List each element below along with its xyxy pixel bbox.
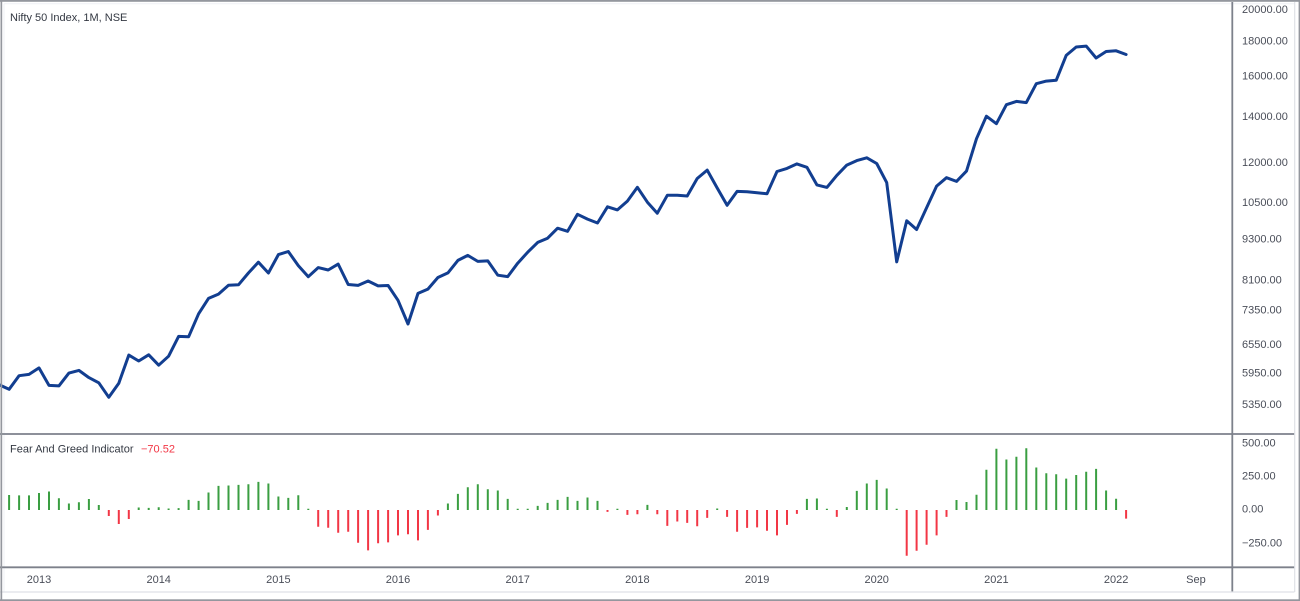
svg-text:2018: 2018 (625, 574, 649, 586)
svg-text:2016: 2016 (386, 574, 410, 586)
svg-text:0.00: 0.00 (1242, 504, 1263, 516)
svg-text:16000.00: 16000.00 (1242, 71, 1288, 83)
svg-text:Nifty 50 Index, 1M, NSE: Nifty 50 Index, 1M, NSE (10, 12, 127, 24)
svg-text:2013: 2013 (27, 574, 51, 586)
svg-text:12000.00: 12000.00 (1242, 157, 1288, 169)
svg-text:Sep: Sep (1186, 574, 1206, 586)
svg-text:2017: 2017 (505, 574, 529, 586)
svg-text:2014: 2014 (146, 574, 170, 586)
svg-text:7350.00: 7350.00 (1242, 304, 1282, 316)
svg-text:2015: 2015 (266, 574, 290, 586)
svg-text:6550.00: 6550.00 (1242, 339, 1282, 351)
svg-text:5350.00: 5350.00 (1242, 399, 1282, 411)
svg-text:14000.00: 14000.00 (1242, 111, 1288, 123)
svg-text:500.00: 500.00 (1242, 437, 1276, 449)
svg-text:−250.00: −250.00 (1242, 538, 1282, 550)
svg-text:2021: 2021 (984, 574, 1008, 586)
svg-text:5950.00: 5950.00 (1242, 367, 1282, 379)
svg-text:2020: 2020 (864, 574, 888, 586)
svg-text:Fear And Greed Indicator: Fear And Greed Indicator (10, 444, 134, 456)
svg-text:2022: 2022 (1104, 574, 1128, 586)
svg-text:10500.00: 10500.00 (1242, 197, 1288, 209)
svg-text:8100.00: 8100.00 (1242, 275, 1282, 287)
svg-text:20000.00: 20000.00 (1242, 4, 1288, 16)
svg-text:9300.00: 9300.00 (1242, 233, 1282, 245)
svg-text:−70.52: −70.52 (141, 444, 175, 456)
svg-text:2019: 2019 (745, 574, 769, 586)
svg-text:250.00: 250.00 (1242, 471, 1276, 483)
svg-text:18000.00: 18000.00 (1242, 36, 1288, 48)
